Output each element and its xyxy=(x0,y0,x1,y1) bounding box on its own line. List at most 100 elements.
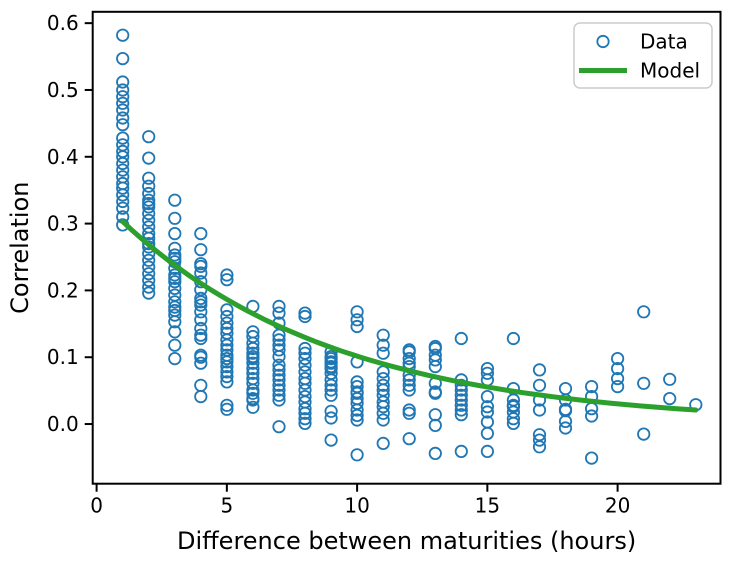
data-point xyxy=(272,373,286,387)
y-axis-ticks: 0.0 0.1 0.2 0.3 0.4 0.5 0.6 xyxy=(47,11,93,436)
data-point xyxy=(558,421,573,435)
data-point xyxy=(220,402,234,416)
data-point xyxy=(298,309,312,324)
data-point xyxy=(116,51,130,66)
data-point xyxy=(142,207,156,221)
data-point xyxy=(194,313,208,327)
data-point xyxy=(272,299,286,313)
data-point xyxy=(194,298,208,312)
data-point xyxy=(220,398,234,412)
data-point xyxy=(246,341,260,356)
data-point xyxy=(142,227,156,241)
data-point xyxy=(116,103,130,117)
x-tick-label: 0 xyxy=(90,494,103,518)
legend-label-data: Data xyxy=(640,30,688,54)
data-point xyxy=(402,373,416,387)
data-point xyxy=(610,371,625,386)
data-point xyxy=(168,281,182,295)
x-tick-label: 10 xyxy=(344,494,369,518)
data-point xyxy=(116,83,130,97)
data-point xyxy=(246,336,260,350)
data-point xyxy=(116,28,130,42)
data-point xyxy=(376,378,390,392)
data-point xyxy=(402,406,416,420)
data-point xyxy=(454,331,468,346)
data-point xyxy=(168,300,182,314)
data-point xyxy=(506,416,521,430)
data-point xyxy=(610,351,625,366)
data-point xyxy=(376,346,390,360)
data-point xyxy=(142,193,156,207)
data-point xyxy=(116,188,130,202)
data-point xyxy=(246,356,260,370)
data-point xyxy=(480,366,494,380)
data-point xyxy=(116,163,130,177)
data-point xyxy=(116,131,130,145)
data-point xyxy=(246,376,260,390)
data-point xyxy=(168,268,182,282)
data-point xyxy=(168,315,182,329)
data-point xyxy=(142,260,156,274)
data-point xyxy=(454,403,468,417)
data-point xyxy=(272,388,286,402)
data-point xyxy=(324,383,338,397)
y-tick-label: 0.5 xyxy=(47,78,79,102)
x-axis-label: Difference between maturities (hours) xyxy=(177,527,636,555)
data-point xyxy=(428,418,442,432)
data-point xyxy=(350,448,364,462)
data-point xyxy=(350,408,364,422)
data-point xyxy=(298,402,312,416)
data-point xyxy=(220,365,234,379)
data-point xyxy=(194,266,208,280)
data-point xyxy=(142,267,156,281)
data-point xyxy=(350,386,364,400)
data-point xyxy=(246,366,260,380)
data-point xyxy=(246,351,260,366)
data-point xyxy=(194,305,208,319)
data-point xyxy=(402,432,416,446)
model-curve xyxy=(120,219,699,413)
data-point xyxy=(220,369,234,384)
data-point xyxy=(402,378,416,392)
data-point xyxy=(272,328,286,342)
data-point xyxy=(272,393,286,407)
data-point xyxy=(272,333,286,347)
data-point xyxy=(246,393,260,407)
data-point-group xyxy=(116,28,703,465)
data-point xyxy=(116,201,130,215)
data-point xyxy=(194,243,208,257)
data-point xyxy=(220,333,234,347)
data-point xyxy=(142,200,156,214)
data-point xyxy=(272,368,286,382)
data-point xyxy=(116,96,130,110)
data-point xyxy=(116,150,130,164)
x-axis-ticks: 0 5 10 15 20 xyxy=(90,483,630,518)
data-point xyxy=(142,151,156,165)
data-point xyxy=(246,361,260,376)
data-point xyxy=(532,363,547,377)
data-point xyxy=(324,404,338,418)
data-point xyxy=(376,413,390,427)
data-point xyxy=(272,383,286,397)
data-point xyxy=(663,391,677,406)
data-point xyxy=(220,303,234,317)
y-axis-label: Correlation xyxy=(6,182,34,314)
data-point xyxy=(610,361,625,376)
data-point xyxy=(402,351,416,366)
data-point xyxy=(194,350,208,364)
data-point xyxy=(376,328,390,342)
data-point xyxy=(298,358,312,372)
data-point xyxy=(558,414,573,428)
data-point xyxy=(194,356,208,370)
data-point xyxy=(220,338,234,352)
y-tick-label: 0.6 xyxy=(47,11,79,35)
data-point xyxy=(350,403,364,417)
data-point xyxy=(272,363,286,377)
legend: Data Model xyxy=(573,22,713,89)
data-point xyxy=(220,316,234,330)
data-point xyxy=(116,194,130,209)
data-point xyxy=(454,398,468,412)
data-point xyxy=(454,388,468,402)
